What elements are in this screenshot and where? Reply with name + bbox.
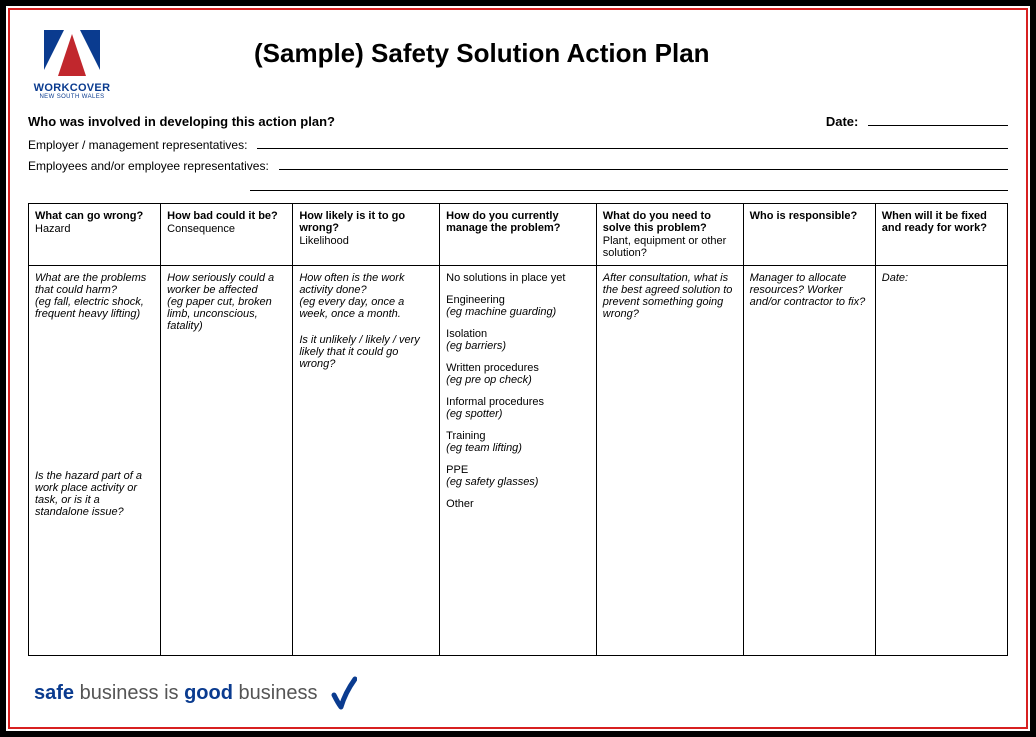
body-list-item: Informal procedures(eg spotter)	[446, 396, 590, 420]
list-item-title: PPE	[446, 464, 590, 476]
header-sub: Likelihood	[299, 235, 433, 247]
body-list-item: Isolation(eg barriers)	[446, 328, 590, 352]
body-top-text: How seriously could a worker be affected	[167, 272, 286, 296]
body-list-item: Written procedures(eg pre op check)	[446, 362, 590, 386]
list-item-example: (eg barriers)	[446, 340, 590, 352]
plan-table: What can go wrong?HazardHow bad could it…	[28, 203, 1008, 656]
header-question: When will it be fixed and ready for work…	[882, 210, 987, 234]
plan-header-cell: How bad could it be?Consequence	[161, 204, 293, 266]
list-item-title: Engineering	[446, 294, 590, 306]
plan-body-row: What are the problems that could harm?(e…	[29, 266, 1008, 656]
footer-text: safe business is good business	[34, 682, 317, 705]
list-item-title: Training	[446, 430, 590, 442]
header-question: What do you need to solve this problem?	[603, 210, 711, 234]
plan-body-cell: What are the problems that could harm?(e…	[29, 266, 161, 656]
plan-header-cell: How likely is it to go wrong?Likelihood	[293, 204, 440, 266]
header-sub: Consequence	[167, 223, 286, 235]
header-question: How bad could it be?	[167, 210, 278, 222]
plan-body-cell: Date:	[875, 266, 1007, 656]
list-item-title: Other	[446, 498, 590, 510]
employer-label: Employer / management representatives:	[28, 138, 247, 152]
logo-subtext: NEW SOUTH WALES	[28, 94, 116, 100]
body-top-example: (eg fall, electric shock, frequent heavy…	[35, 296, 154, 320]
header-sub: Hazard	[35, 223, 154, 235]
body-top-text: What are the problems that could harm?	[35, 272, 154, 296]
body-top-text: Date:	[882, 272, 1001, 284]
page-title: (Sample) Safety Solution Action Plan	[134, 38, 1008, 69]
footer-tagline: safe business is good business	[34, 675, 357, 711]
list-item-example: (eg machine guarding)	[446, 306, 590, 318]
list-item-example: (eg safety glasses)	[446, 476, 590, 488]
body-top-text: How often is the work activity done?	[299, 272, 433, 296]
plan-body-cell: How often is the work activity done?(eg …	[293, 266, 440, 656]
footer-w3: good	[184, 682, 233, 704]
plan-body-cell: No solutions in place yetEngineering(eg …	[440, 266, 597, 656]
header-question: How do you currently manage the problem?	[446, 210, 560, 234]
plan-header-cell: How do you currently manage the problem?	[440, 204, 597, 266]
date-blank-line[interactable]	[868, 125, 1008, 126]
plan-body-cell: How seriously could a worker be affected…	[161, 266, 293, 656]
employer-line[interactable]	[257, 137, 1008, 149]
checkmark-icon	[331, 675, 357, 711]
plan-header-row: What can go wrong?HazardHow bad could it…	[29, 204, 1008, 266]
date-field: Date:	[826, 114, 1008, 129]
list-item-title: No solutions in place yet	[446, 272, 590, 284]
list-item-example: (eg team lifting)	[446, 442, 590, 454]
body-extra-text: Is it unlikely / likely / very likely th…	[299, 334, 433, 370]
body-top-text: Manager to allocate resources? Worker an…	[750, 272, 869, 308]
body-top-example: (eg paper cut, broken limb, unconscious,…	[167, 296, 286, 332]
plan-body-cell: Manager to allocate resources? Worker an…	[743, 266, 875, 656]
logo: WORKCOVER NEW SOUTH WALES	[28, 28, 116, 100]
employees-label: Employees and/or employee representative…	[28, 159, 269, 173]
logo-mark-icon	[42, 28, 102, 78]
body-list-item: Other	[446, 498, 590, 510]
plan-header-cell: What can go wrong?Hazard	[29, 204, 161, 266]
list-item-title: Informal procedures	[446, 396, 590, 408]
footer-w2: business is	[80, 682, 179, 704]
list-item-example: (eg spotter)	[446, 408, 590, 420]
logo-text: WORKCOVER	[28, 82, 116, 94]
footer-w4: business	[239, 682, 318, 704]
plan-header-cell: Who is responsible?	[743, 204, 875, 266]
header-sub: Plant, equipment or other solution?	[603, 235, 737, 259]
body-list-item: Training(eg team lifting)	[446, 430, 590, 454]
meta-row: Who was involved in developing this acti…	[28, 114, 1008, 129]
header-question: How likely is it to go wrong?	[299, 210, 405, 234]
body-list-item: Engineering(eg machine guarding)	[446, 294, 590, 318]
body-list-item: PPE(eg safety glasses)	[446, 464, 590, 488]
plan-header-cell: What do you need to solve this problem?P…	[596, 204, 743, 266]
header-question: Who is responsible?	[750, 210, 858, 222]
body-top-text: After consultation, what is the best agr…	[603, 272, 737, 320]
plan-body-cell: After consultation, what is the best agr…	[596, 266, 743, 656]
inner-frame: WORKCOVER NEW SOUTH WALES (Sample) Safet…	[8, 8, 1028, 729]
header: WORKCOVER NEW SOUTH WALES (Sample) Safet…	[28, 28, 1008, 100]
plan-header-cell: When will it be fixed and ready for work…	[875, 204, 1007, 266]
list-item-example: (eg pre op check)	[446, 374, 590, 386]
list-item-title: Isolation	[446, 328, 590, 340]
involved-label: Who was involved in developing this acti…	[28, 114, 335, 129]
outer-frame: WORKCOVER NEW SOUTH WALES (Sample) Safet…	[0, 0, 1036, 737]
employees-line-1[interactable]	[279, 158, 1008, 170]
body-top-example: (eg every day, once a week, once a month…	[299, 296, 433, 320]
date-label: Date:	[826, 114, 859, 129]
employees-line-2[interactable]	[250, 179, 1008, 191]
employer-field: Employer / management representatives:	[28, 137, 1008, 152]
header-question: What can go wrong?	[35, 210, 143, 222]
body-bottom-text: Is the hazard part of a work place activ…	[35, 470, 154, 518]
employees-field: Employees and/or employee representative…	[28, 158, 1008, 173]
footer-w1: safe	[34, 682, 74, 704]
body-list-item: No solutions in place yet	[446, 272, 590, 284]
list-item-title: Written procedures	[446, 362, 590, 374]
